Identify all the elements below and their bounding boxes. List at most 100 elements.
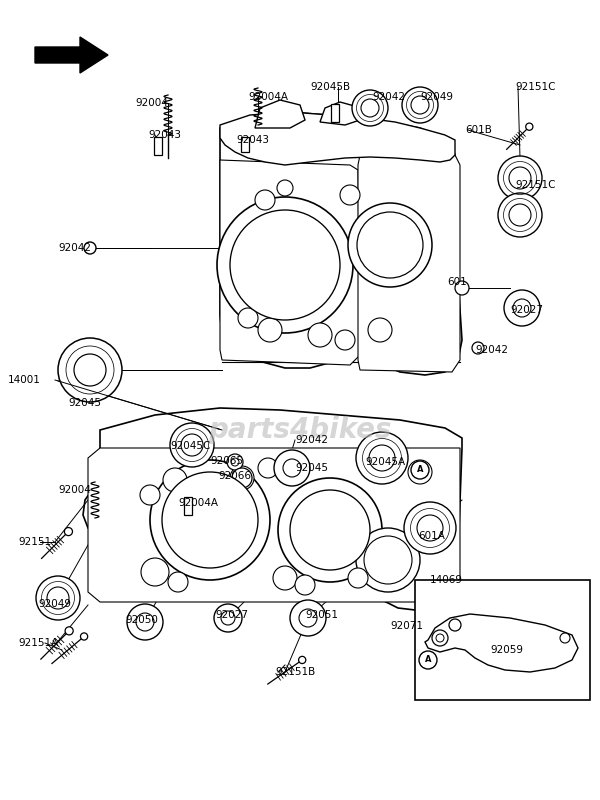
Text: 92045C: 92045C <box>170 441 211 451</box>
Circle shape <box>509 204 531 226</box>
Text: 92049: 92049 <box>420 92 453 102</box>
Text: 92004A: 92004A <box>178 498 218 508</box>
Text: 92027: 92027 <box>215 610 248 620</box>
Circle shape <box>150 460 270 580</box>
Text: 92042: 92042 <box>475 345 508 355</box>
Circle shape <box>221 611 235 625</box>
Circle shape <box>498 193 542 237</box>
Circle shape <box>140 485 160 505</box>
Circle shape <box>290 490 370 570</box>
Circle shape <box>498 156 542 200</box>
Text: 92151C: 92151C <box>515 180 556 190</box>
Circle shape <box>170 423 214 467</box>
Circle shape <box>231 458 239 466</box>
Circle shape <box>455 281 469 295</box>
Circle shape <box>217 197 353 333</box>
Circle shape <box>560 633 570 643</box>
Polygon shape <box>88 448 460 602</box>
Text: 92004A: 92004A <box>248 92 288 102</box>
Text: 92050: 92050 <box>125 615 158 625</box>
Circle shape <box>64 527 73 536</box>
Text: 92027: 92027 <box>510 305 543 315</box>
Text: 92043: 92043 <box>236 135 269 145</box>
Circle shape <box>58 338 122 402</box>
Polygon shape <box>320 102 360 125</box>
Text: 92059: 92059 <box>490 645 523 655</box>
Circle shape <box>65 627 73 635</box>
Circle shape <box>162 472 258 568</box>
Text: A: A <box>417 466 423 474</box>
Text: parts4bikes: parts4bikes <box>208 416 392 444</box>
Circle shape <box>163 468 187 492</box>
Circle shape <box>278 478 382 582</box>
Text: 601: 601 <box>447 277 467 287</box>
Circle shape <box>361 99 379 117</box>
Bar <box>241 137 249 152</box>
Circle shape <box>84 242 96 254</box>
Circle shape <box>513 299 531 317</box>
Text: 92004: 92004 <box>58 485 91 495</box>
Text: 92045: 92045 <box>68 398 101 408</box>
Circle shape <box>352 90 388 126</box>
Circle shape <box>299 656 306 663</box>
Text: 92151C: 92151C <box>515 82 556 92</box>
Circle shape <box>230 466 254 490</box>
Text: 601A: 601A <box>418 531 445 541</box>
Circle shape <box>408 460 432 484</box>
Circle shape <box>357 212 423 278</box>
Circle shape <box>526 123 533 130</box>
Circle shape <box>168 572 188 592</box>
Circle shape <box>214 604 242 632</box>
Polygon shape <box>83 408 462 610</box>
Bar <box>184 497 192 515</box>
Circle shape <box>141 558 169 586</box>
Text: 92042: 92042 <box>295 435 328 445</box>
Circle shape <box>74 354 106 386</box>
Circle shape <box>230 210 340 320</box>
Circle shape <box>36 576 80 620</box>
Text: 92071: 92071 <box>390 621 423 631</box>
Circle shape <box>364 536 412 584</box>
Text: A: A <box>425 655 431 665</box>
Polygon shape <box>425 614 578 672</box>
Text: 92066: 92066 <box>218 471 251 481</box>
Bar <box>415 580 590 700</box>
Circle shape <box>356 528 420 592</box>
Circle shape <box>274 450 310 486</box>
Text: 92045A: 92045A <box>365 457 405 467</box>
Circle shape <box>432 630 448 646</box>
Circle shape <box>258 458 278 478</box>
Circle shape <box>127 604 163 640</box>
Circle shape <box>232 468 252 488</box>
Text: 92042: 92042 <box>58 243 91 253</box>
Text: 92151A: 92151A <box>18 638 58 648</box>
Circle shape <box>258 318 282 342</box>
Circle shape <box>227 454 243 470</box>
Text: 92151B: 92151B <box>275 667 315 677</box>
Circle shape <box>348 568 368 588</box>
Polygon shape <box>358 155 460 372</box>
Circle shape <box>411 461 429 479</box>
Text: 92065: 92065 <box>210 456 243 466</box>
Circle shape <box>295 575 315 595</box>
Circle shape <box>47 587 69 609</box>
Text: 14001: 14001 <box>8 375 41 385</box>
Text: 92004: 92004 <box>135 98 168 108</box>
Circle shape <box>299 609 317 627</box>
Circle shape <box>356 432 408 484</box>
Circle shape <box>436 634 444 642</box>
Circle shape <box>369 445 395 471</box>
Text: 92045: 92045 <box>295 463 328 473</box>
Circle shape <box>290 600 326 636</box>
Bar <box>154 137 162 155</box>
Text: 92043: 92043 <box>148 130 181 140</box>
Circle shape <box>411 96 429 114</box>
Polygon shape <box>255 100 305 128</box>
Text: 14069: 14069 <box>430 575 463 585</box>
Circle shape <box>80 633 88 640</box>
Circle shape <box>402 87 438 123</box>
Circle shape <box>417 515 443 541</box>
Circle shape <box>136 613 154 631</box>
Circle shape <box>419 651 437 669</box>
Circle shape <box>404 502 456 554</box>
